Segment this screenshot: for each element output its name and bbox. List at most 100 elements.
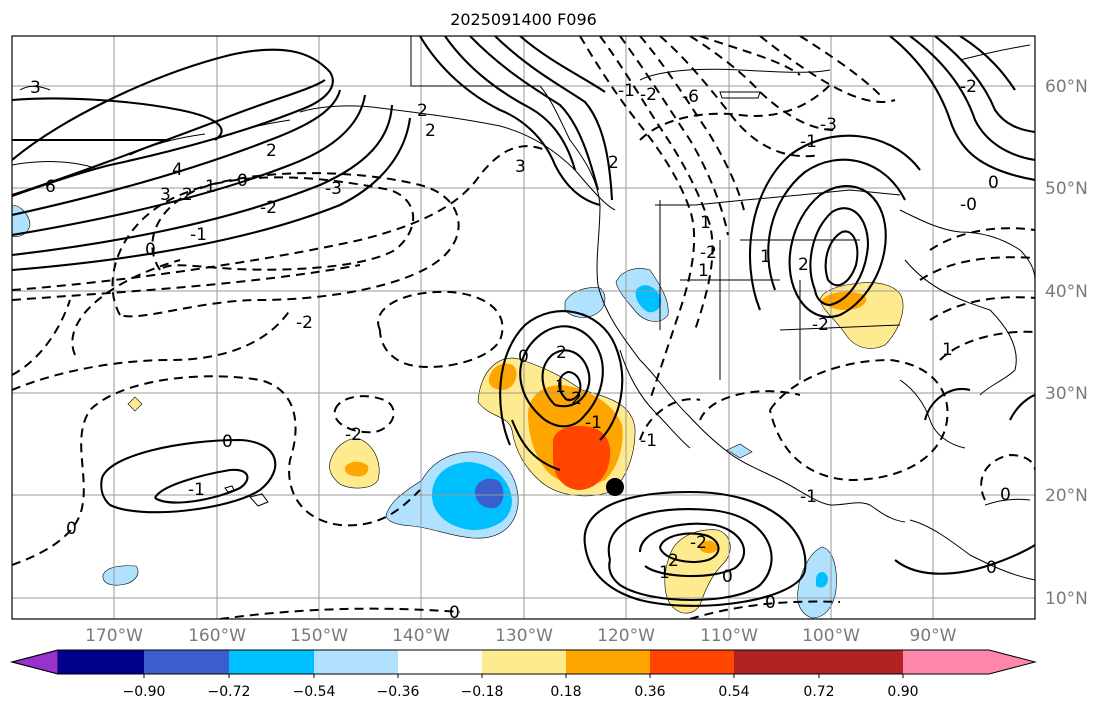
positive-anomaly-tiny bbox=[127, 396, 143, 412]
contour-label: -2 bbox=[700, 243, 717, 263]
colorbar-tick-label: −0.54 bbox=[292, 684, 336, 700]
contour-label: 1 bbox=[698, 261, 709, 281]
contour-label: 0 bbox=[66, 519, 77, 539]
contour-label: 1 bbox=[942, 340, 953, 360]
positive-anomaly-west-orange bbox=[344, 461, 369, 477]
contour-label: 2 bbox=[798, 255, 809, 275]
longitude-label: 160°W bbox=[188, 626, 246, 646]
longitude-label: 100°W bbox=[802, 626, 860, 646]
negative-anomaly-hawaii-west bbox=[102, 565, 139, 586]
contour-label: -3 bbox=[820, 115, 837, 135]
contour-label: 2 bbox=[668, 551, 679, 571]
latitude-label: 10°N bbox=[1045, 589, 1088, 609]
contour-label: 4 bbox=[172, 160, 183, 180]
latitude-label: 50°N bbox=[1045, 179, 1088, 199]
colorbar-tick-label: 0.72 bbox=[803, 684, 835, 700]
contour-label: -3 bbox=[325, 179, 342, 199]
contour-label: 2 bbox=[417, 101, 428, 121]
colorbar bbox=[10, 649, 1037, 678]
contour-label: 1 bbox=[205, 177, 216, 197]
colorbar-segment bbox=[819, 650, 903, 674]
contour-label: 1 bbox=[760, 247, 771, 267]
colorbar-tick-label: −0.18 bbox=[460, 684, 504, 700]
coastlines bbox=[12, 36, 1035, 581]
contour-label: -6 bbox=[682, 87, 699, 107]
contour-label: -0 bbox=[960, 195, 977, 215]
negative-anomaly-left-edge bbox=[12, 204, 31, 237]
longitude-label: 120°W bbox=[597, 626, 655, 646]
colorbar-segment bbox=[58, 650, 144, 674]
map-area: 3 6 4 3 2 1 0 2 2 2 3 -2 -1 0 -2 -3 -2 -… bbox=[12, 36, 1035, 623]
longitude-label: 110°W bbox=[700, 626, 758, 646]
contour-label: 0 bbox=[449, 603, 460, 623]
contour-label: -1 bbox=[585, 413, 602, 433]
colorbar-segment bbox=[229, 650, 314, 674]
positive-anomaly-orange-small bbox=[488, 363, 517, 390]
contour-label: -2 bbox=[345, 425, 362, 445]
negative-anomaly-east-pacific-mid bbox=[816, 572, 828, 588]
contour-label: -1 bbox=[800, 487, 817, 507]
contour-label: 6 bbox=[45, 177, 56, 197]
contour-label: -1 bbox=[188, 480, 205, 500]
colorbar-segment bbox=[398, 650, 482, 674]
contour-label: -1 bbox=[640, 431, 657, 451]
contour-label: 2 bbox=[425, 121, 436, 141]
dashed-contours bbox=[12, 36, 1035, 619]
contour-label: -2 bbox=[690, 533, 707, 553]
colorbar-extension-low bbox=[10, 649, 59, 675]
contour-label: 2 bbox=[266, 141, 277, 161]
contour-label: -2 bbox=[812, 315, 829, 335]
contour-label: -2 bbox=[960, 77, 977, 97]
positive-anomaly-east-pacific-orange bbox=[700, 540, 718, 554]
contour-label: 0 bbox=[1000, 485, 1011, 505]
contour-labels: 3 6 4 3 2 1 0 2 2 2 3 -2 -1 0 -2 -3 -2 -… bbox=[30, 77, 1011, 623]
colorbar-segment bbox=[566, 650, 650, 674]
map-title: 2025091400 F096 bbox=[450, 10, 597, 29]
colorbar-tick-label: 0.90 bbox=[887, 684, 919, 700]
longitude-label: 170°W bbox=[85, 626, 143, 646]
latitude-label: 60°N bbox=[1045, 77, 1088, 97]
contour-label: 0 bbox=[722, 567, 733, 587]
negative-anomaly-dark bbox=[474, 478, 504, 509]
contour-label: -1 bbox=[190, 225, 207, 245]
contour-label: 0 bbox=[518, 347, 529, 367]
contour-label: -2 bbox=[296, 313, 313, 333]
latitude-label: 30°N bbox=[1045, 384, 1088, 404]
colorbar-segment bbox=[482, 650, 566, 674]
contour-label: -2 bbox=[565, 389, 582, 409]
positive-anomaly-red bbox=[552, 426, 611, 490]
contour-label: 1 bbox=[659, 563, 670, 583]
colorbar-extension-high bbox=[903, 650, 1035, 674]
contour-label: 3 bbox=[30, 78, 41, 98]
contour-label: 3 bbox=[160, 185, 171, 205]
latitude-label: 20°N bbox=[1045, 486, 1088, 506]
negative-anomaly-gulf bbox=[726, 443, 753, 459]
map-frame bbox=[11, 35, 1036, 620]
contour-label: 0 bbox=[765, 593, 776, 613]
contour-label: 0 bbox=[222, 432, 233, 452]
colorbar-tick-label: −0.72 bbox=[207, 684, 251, 700]
contour-label: 2 bbox=[182, 185, 193, 205]
longitude-label: 130°W bbox=[495, 626, 553, 646]
contour-label: 3 bbox=[515, 157, 526, 177]
contour-label: 0 bbox=[145, 240, 156, 260]
colorbar-tick-label: −0.90 bbox=[122, 684, 166, 700]
colorbar-tick-label: −0.36 bbox=[376, 684, 420, 700]
latitude-label: 40°N bbox=[1045, 282, 1088, 302]
colorbar-outline bbox=[10, 649, 1037, 675]
longitude-label: 150°W bbox=[290, 626, 348, 646]
contour-label: -2 bbox=[260, 198, 277, 218]
contour-label: 1 bbox=[700, 213, 711, 233]
contour-label: -1 bbox=[618, 81, 635, 101]
contour-label: 0 bbox=[988, 173, 999, 193]
colorbar-tick-label: 0.36 bbox=[634, 684, 666, 700]
negative-anomaly-nevada bbox=[635, 285, 662, 313]
colorbar-tick-label: 0.54 bbox=[718, 684, 750, 700]
contour-label: -2 bbox=[640, 85, 657, 105]
colorbar-segment bbox=[144, 650, 229, 674]
contour-label: -1 bbox=[800, 132, 817, 152]
contour-label: 0 bbox=[986, 558, 997, 578]
colorbar-segment bbox=[734, 650, 819, 674]
contour-label: 2 bbox=[556, 343, 567, 363]
